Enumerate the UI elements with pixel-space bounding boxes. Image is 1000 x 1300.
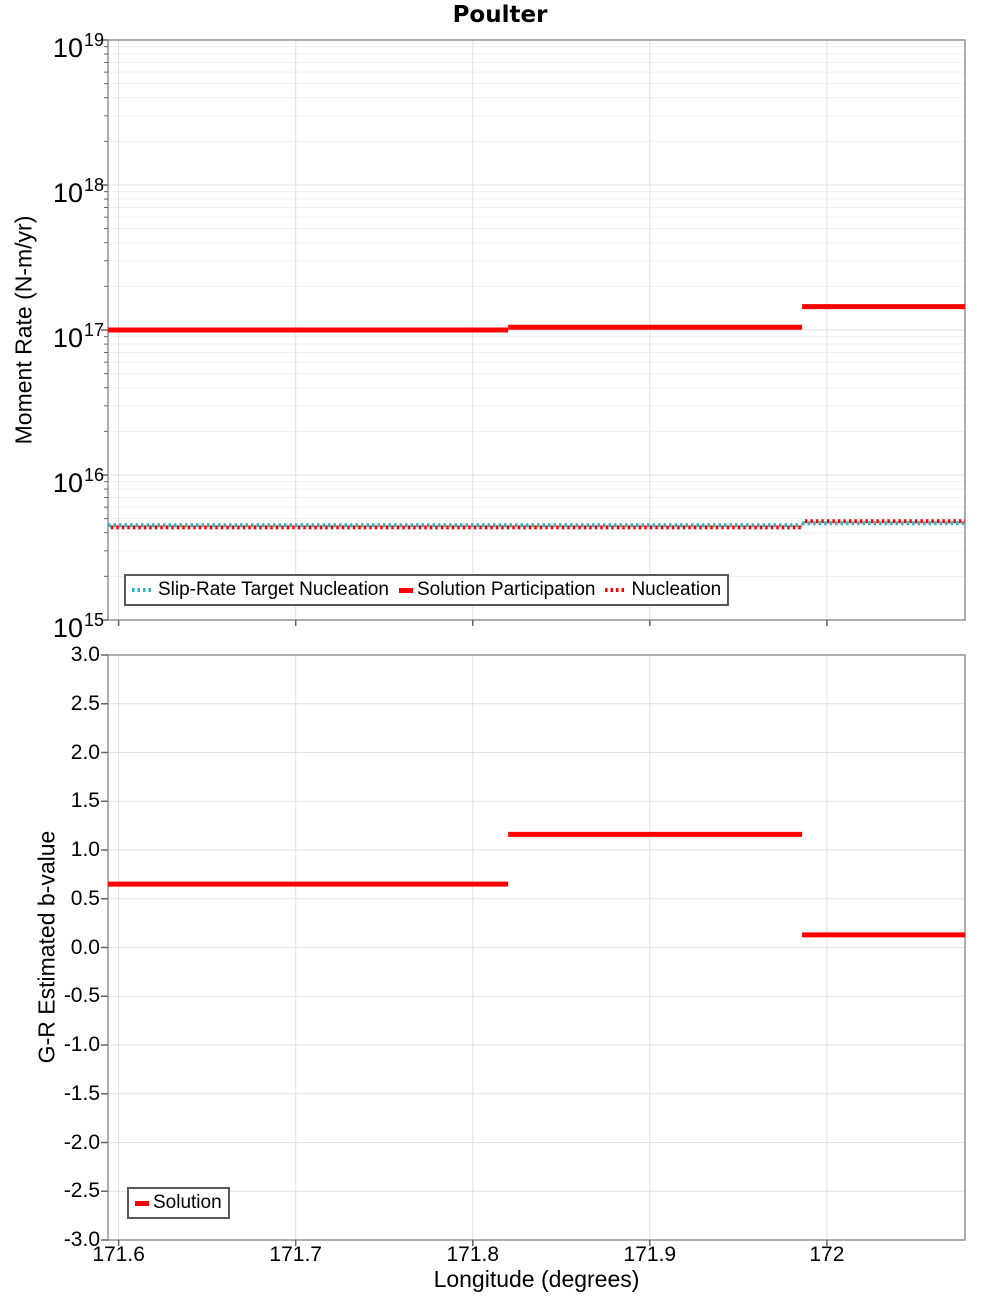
y-tick-label: -2.0 xyxy=(63,1130,100,1154)
y-tick-label-log: 1018 xyxy=(52,175,104,208)
legend-line-sample-teal-dotted xyxy=(132,588,154,592)
legend-label: Nucleation xyxy=(631,579,722,600)
legend-label: Slip-Rate Target Nucleation xyxy=(158,579,389,600)
x-tick-label: 171.6 xyxy=(92,1243,145,1266)
legend-item-slip-rate-target-nucleation: Slip-Rate Target Nucleation xyxy=(132,579,389,601)
y-tick-label: -1.0 xyxy=(63,1033,100,1056)
legend-line-sample-red-solid xyxy=(135,1200,149,1206)
page-title: Poulter xyxy=(452,2,548,28)
x-tick-label: 171.8 xyxy=(446,1243,500,1266)
legend-label: Solution Participation xyxy=(416,579,596,600)
x-axis-label-longitude: Longitude (degrees) xyxy=(433,1266,640,1292)
x-tick-label: 171.9 xyxy=(623,1243,677,1266)
legend-line-sample-red-dotted xyxy=(605,588,628,592)
y-tick-label: 2.0 xyxy=(70,740,100,764)
legend-item-solution: Solution xyxy=(135,1192,222,1214)
legend-bottom: Solution xyxy=(127,1187,230,1219)
y-tick-label: -2.5 xyxy=(63,1179,100,1203)
y-tick-label: 1.0 xyxy=(70,838,100,861)
y-tick-label: -0.5 xyxy=(63,984,100,1008)
y-tick-label: 0.0 xyxy=(70,935,100,959)
legend-item-solution-participation: Solution Participation xyxy=(398,579,596,601)
y-tick-label: -3.0 xyxy=(63,1228,100,1251)
legend-label: Solution xyxy=(153,1192,222,1213)
y-tick-label: 2.5 xyxy=(70,691,100,715)
legend-line-sample-red-solid xyxy=(398,587,413,593)
x-tick-label: 172 xyxy=(809,1243,845,1266)
x-tick-label: 171.7 xyxy=(269,1243,322,1266)
y-tick-label: -1.5 xyxy=(63,1081,100,1105)
y-tick-label: 3.0 xyxy=(70,643,100,666)
y-tick-label: 1.5 xyxy=(70,789,100,813)
y-tick-label-log: 1015 xyxy=(52,610,104,643)
legend-item-nucleation: Nucleation xyxy=(605,579,721,601)
legend-top: Slip-Rate Target Nucleation Solution Par… xyxy=(124,574,730,606)
y-tick-label-log: 1017 xyxy=(52,320,104,353)
y-tick-label-log: 1016 xyxy=(52,465,104,498)
y-tick-label: 0.5 xyxy=(70,886,100,910)
y-tick-label-log: 1019 xyxy=(52,30,104,63)
